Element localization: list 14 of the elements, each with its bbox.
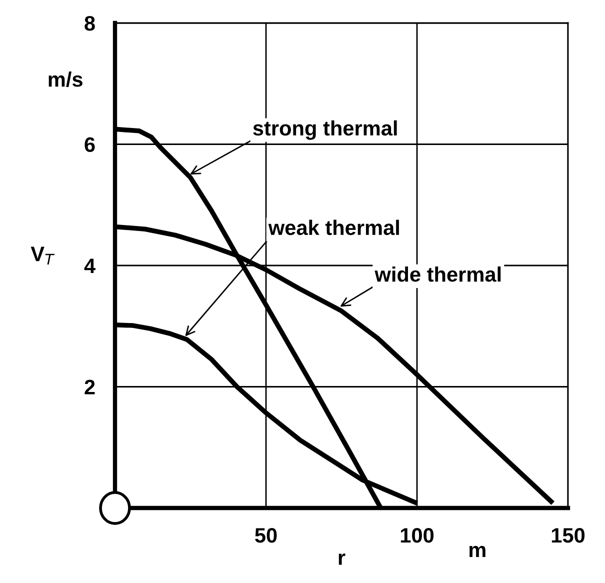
x-tick-label: 50 <box>255 528 277 543</box>
y-tick-label: 4 <box>84 258 96 274</box>
x-axis-title: r <box>338 554 346 565</box>
x-tick-label: 100 <box>400 528 434 543</box>
y-tick-label: 8 <box>84 16 95 31</box>
annotation: wide thermal <box>374 266 501 282</box>
y-tick-label: 6 <box>84 137 95 152</box>
y-axis-title: V$_{T}$ <box>30 246 55 265</box>
text: m/s <box>48 71 82 88</box>
text: m <box>470 546 486 558</box>
annotation: strong thermal <box>253 120 397 140</box>
annotation: weak thermal <box>268 220 399 236</box>
y-tick-label: 2 <box>84 380 95 394</box>
x-tick-label: 150 <box>552 528 585 543</box>
